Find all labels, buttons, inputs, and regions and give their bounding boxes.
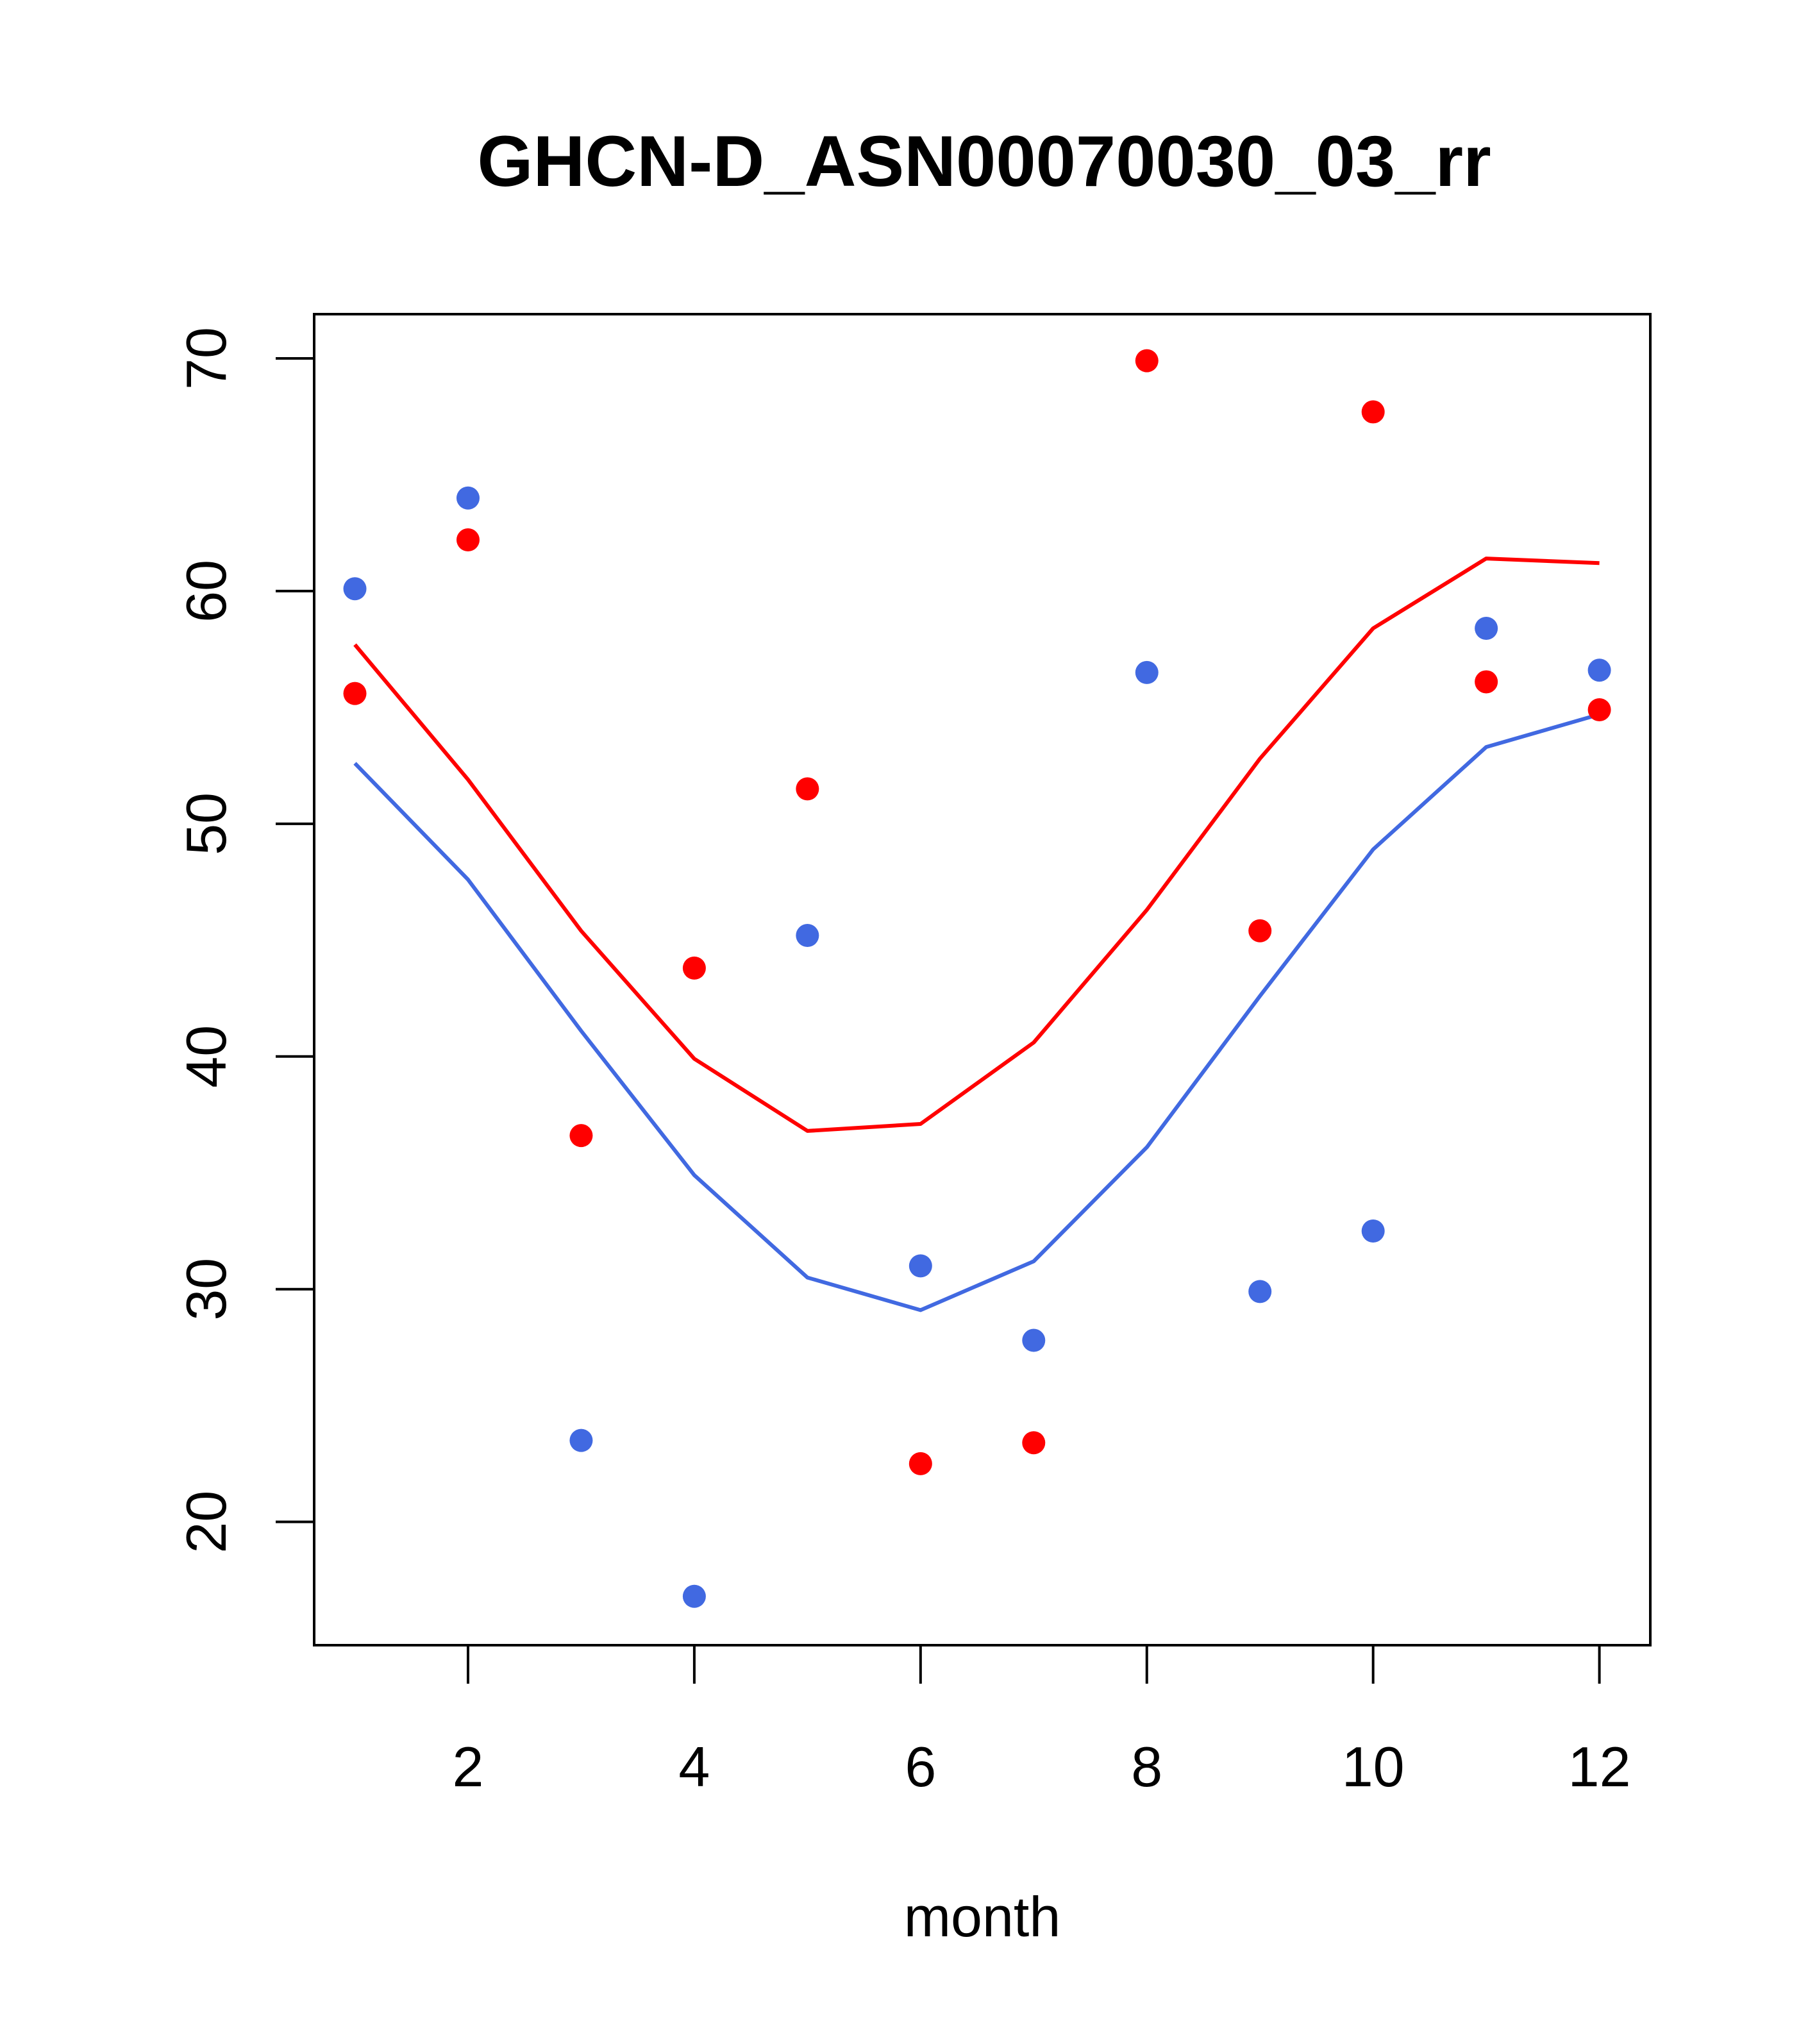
data-point (1361, 1219, 1385, 1243)
data-point (796, 777, 819, 801)
data-point (682, 1584, 706, 1608)
y-tick-label: 60 (174, 560, 238, 623)
data-point (456, 528, 480, 552)
data-point (908, 1452, 932, 1475)
data-point (796, 924, 819, 948)
x-tick-label: 2 (453, 1735, 484, 1798)
data-point (1135, 660, 1159, 684)
data-point (1135, 349, 1159, 373)
data-point (682, 956, 706, 980)
y-axis: 20 30 40 50 60 70 (174, 327, 314, 1554)
x-tick-label: 4 (678, 1735, 710, 1798)
data-point (1587, 658, 1611, 682)
y-tick-label: 40 (174, 1025, 238, 1088)
x-axis: 2 4 6 8 10 12 (453, 1645, 1631, 1798)
chart-title: GHCN-D_ASN00070030_03_rr (477, 121, 1491, 201)
data-point (343, 682, 367, 705)
data-point (1022, 1431, 1046, 1455)
data-point (343, 577, 367, 601)
data-point (569, 1428, 593, 1452)
data-point (908, 1254, 932, 1278)
data-point (456, 486, 480, 510)
data-point (1475, 616, 1498, 640)
series-layer (343, 349, 1611, 1608)
y-tick-label: 70 (174, 327, 238, 390)
x-tick-label: 6 (905, 1735, 936, 1798)
data-point (1475, 670, 1498, 694)
data-point (1361, 400, 1385, 424)
x-tick-label: 12 (1568, 1735, 1631, 1798)
data-point (1022, 1328, 1046, 1352)
x-tick-label: 8 (1131, 1735, 1162, 1798)
x-axis-label: month (904, 1885, 1061, 1948)
y-tick-label: 50 (174, 792, 238, 855)
series-line-0 (353, 557, 1600, 1133)
plot-frame (313, 313, 1652, 1646)
data-point (569, 1124, 593, 1148)
data-point (1587, 698, 1611, 721)
x-tick-label: 10 (1342, 1735, 1405, 1798)
y-tick-label: 20 (174, 1491, 238, 1554)
data-point (1248, 919, 1272, 942)
series-line-1 (353, 712, 1600, 1312)
data-point (1248, 1280, 1272, 1303)
y-tick-label: 30 (174, 1258, 238, 1321)
